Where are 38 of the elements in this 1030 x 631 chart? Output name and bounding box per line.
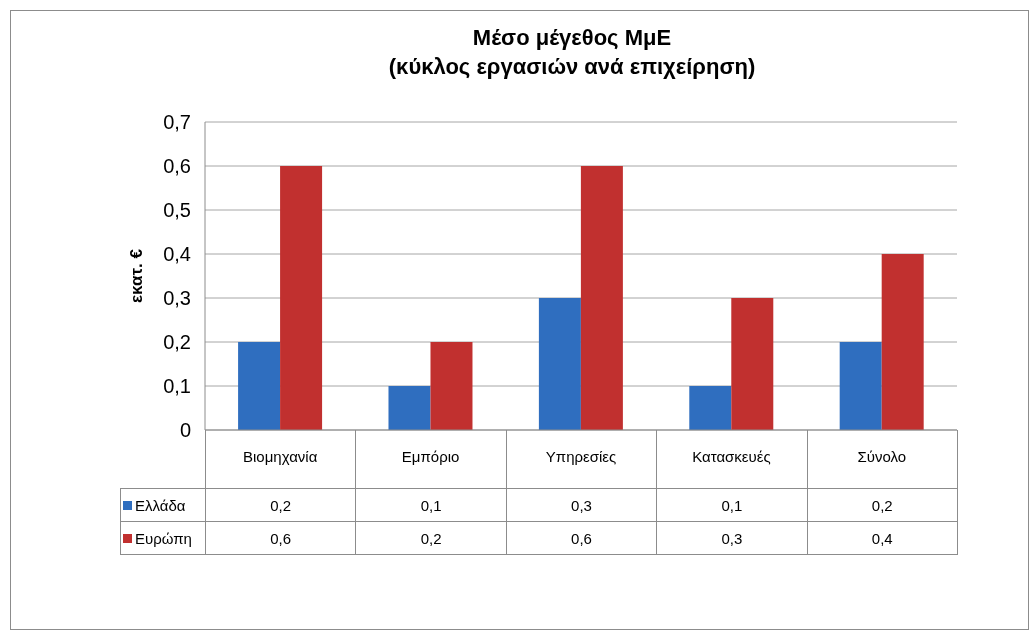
bar	[388, 386, 431, 430]
x-tick-label: Εμπόριο	[401, 448, 460, 465]
bar	[689, 386, 732, 430]
y-tick-label: 0,1	[163, 375, 191, 398]
y-tick-label: 0,6	[163, 155, 191, 178]
bar	[881, 254, 924, 430]
y-tick-label: 0,5	[163, 199, 191, 222]
data-label: 0,4	[806, 521, 958, 555]
data-label: 0,1	[355, 488, 507, 522]
y-tick-label: 0,4	[163, 243, 191, 266]
bar	[280, 166, 323, 430]
data-label: 0,3	[505, 488, 658, 522]
y-tick-label: 0,7	[163, 111, 191, 134]
y-tick-label: 0,2	[163, 331, 191, 354]
x-tick-label: Υπηρεσίες	[545, 448, 617, 465]
bar	[430, 342, 473, 430]
x-tick-label: Σύνολο	[857, 448, 907, 465]
data-label: 0,3	[656, 521, 808, 555]
y-axis-title: εκατ. €	[127, 249, 147, 303]
legend-label: Ευρώπη	[135, 529, 192, 547]
x-tick-label: Κατασκευές	[692, 448, 771, 465]
y-tick-label: 0	[179, 419, 191, 442]
legend-label: Ελλάδα	[135, 496, 186, 514]
data-label: 0,6	[205, 521, 357, 555]
y-tick-label: 0,3	[163, 287, 191, 310]
bar	[538, 298, 581, 430]
data-label: 0,6	[505, 521, 658, 555]
bar	[238, 342, 281, 430]
data-label: 0,2	[806, 488, 958, 522]
data-label: 0,1	[656, 488, 808, 522]
data-label: 0,2	[205, 488, 357, 522]
bar	[580, 166, 623, 430]
bar	[731, 298, 774, 430]
chart-subtitle: (κύκλος εργασιών ανά επιχείρηση)	[387, 53, 757, 81]
x-tick-label: Βιομηχανία	[243, 448, 318, 465]
data-label: 0,2	[355, 521, 507, 555]
bar	[839, 342, 882, 430]
chart-title: Μέσο μέγεθος ΜμΕ	[471, 24, 673, 52]
